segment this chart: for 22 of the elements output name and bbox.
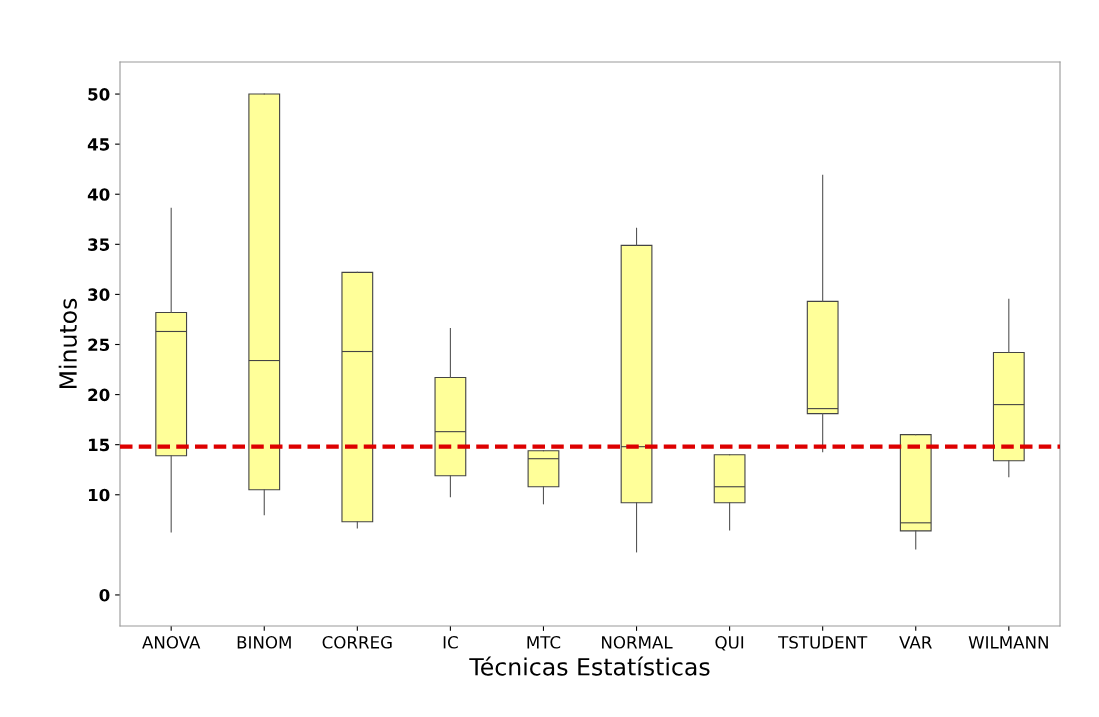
y-tick-label: 50 [88, 88, 110, 101]
x-tick-label: TSTUDENT [778, 636, 868, 649]
x-axis-title: Técnicas Estatísticas [469, 656, 710, 676]
x-tick-label: MTC [527, 636, 561, 649]
x-tick-label: IC [443, 636, 458, 649]
x-tick-label: VAR [899, 636, 932, 649]
y-tick-label: 0 [99, 588, 110, 602]
x-tick-label: WILMANN [968, 636, 1048, 649]
y-tick-label: 30 [88, 288, 110, 301]
y-tick-label: 15 [88, 438, 110, 452]
y-tick-label: 45 [87, 138, 110, 151]
y-axis-title: Minutos [58, 298, 77, 389]
y-tick-label: 25 [88, 338, 110, 352]
y-tick-label: 40 [87, 188, 110, 201]
x-tick-label: NORMAL [602, 636, 673, 649]
x-tick-label: CORREG [322, 636, 392, 649]
x-tick-label: ANOVA [142, 636, 201, 649]
y-tick-label: 35 [88, 238, 110, 251]
y-tick-label: 20 [88, 388, 110, 402]
x-tick-label: BINOM [237, 636, 291, 649]
x-tick-label: QUI [715, 636, 744, 651]
y-tick-label: 10 [88, 488, 110, 502]
